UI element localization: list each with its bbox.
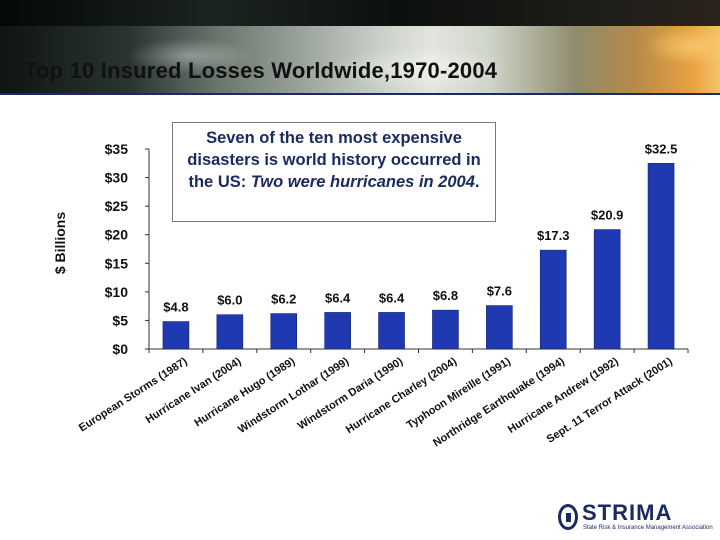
y-axis-label: $ Billions xyxy=(52,211,68,275)
bar xyxy=(270,313,298,350)
bar-value-label: $7.6 xyxy=(487,284,512,299)
bar-value-label: $6.2 xyxy=(271,292,296,307)
callout-emphasis: Two were hurricanes in 2004 xyxy=(250,173,475,191)
y-tick-label: $30 xyxy=(105,170,129,186)
bar xyxy=(432,309,459,350)
callout-box: Seven of the ten most expensive disaster… xyxy=(172,122,496,222)
banner-dark-strip xyxy=(0,0,720,26)
bar xyxy=(324,312,351,350)
logo-name: STRIMA xyxy=(582,500,673,525)
bar-value-label: $4.8 xyxy=(163,300,188,315)
x-category-label: Hurricane Hugo (1989) xyxy=(192,355,297,429)
title-divider xyxy=(0,93,720,95)
bar xyxy=(593,229,621,350)
x-category-label: European Storms (1987) xyxy=(77,355,190,434)
bar-value-label: $6.4 xyxy=(379,290,405,305)
y-tick-label: $25 xyxy=(105,198,129,214)
bar xyxy=(486,305,513,350)
y-tick-label: $0 xyxy=(112,341,128,357)
y-tick-label: $10 xyxy=(105,284,129,300)
bar-value-label: $6.0 xyxy=(217,293,242,308)
bar-value-label: $32.5 xyxy=(645,141,678,156)
bar-value-label: $20.9 xyxy=(591,208,624,223)
bar xyxy=(162,321,190,350)
bar xyxy=(647,162,675,350)
y-tick-label: $20 xyxy=(105,227,129,243)
callout-end: . xyxy=(474,173,480,191)
bar-value-label: $6.8 xyxy=(433,288,458,303)
strima-logo: STRIMA State Risk & Insurance Management… xyxy=(558,500,713,534)
bar xyxy=(539,249,567,350)
bar-value-label: $17.3 xyxy=(537,228,570,243)
bar-value-label: $6.4 xyxy=(325,290,351,305)
bar xyxy=(378,312,405,350)
y-tick-label: $15 xyxy=(105,255,129,271)
slide-title: Top 10 Insured Losses Worldwide,1970-200… xyxy=(24,58,498,83)
logo-tagline: State Risk & Insurance Management Associ… xyxy=(583,525,713,531)
logo-mark-icon xyxy=(558,504,578,530)
callout-text: Seven of the ten most expensive disaster… xyxy=(187,129,481,191)
y-tick-label: $35 xyxy=(105,141,129,157)
bar xyxy=(216,314,244,350)
x-category-label: Hurricane Ivan (2004) xyxy=(144,355,244,426)
banner-photo xyxy=(0,26,720,95)
header-banner xyxy=(0,0,720,95)
y-tick-label: $5 xyxy=(112,312,128,328)
